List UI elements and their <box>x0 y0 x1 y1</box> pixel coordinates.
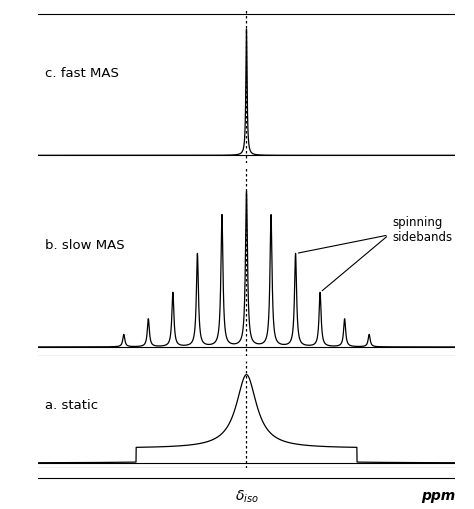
Text: ppm: ppm <box>421 489 455 503</box>
Text: a. static: a. static <box>46 399 99 412</box>
Text: c. fast MAS: c. fast MAS <box>46 67 119 80</box>
Text: $\delta_{iso}$: $\delta_{iso}$ <box>235 489 258 505</box>
Text: spinning
sidebands: spinning sidebands <box>392 216 453 244</box>
Text: b. slow MAS: b. slow MAS <box>46 239 125 252</box>
